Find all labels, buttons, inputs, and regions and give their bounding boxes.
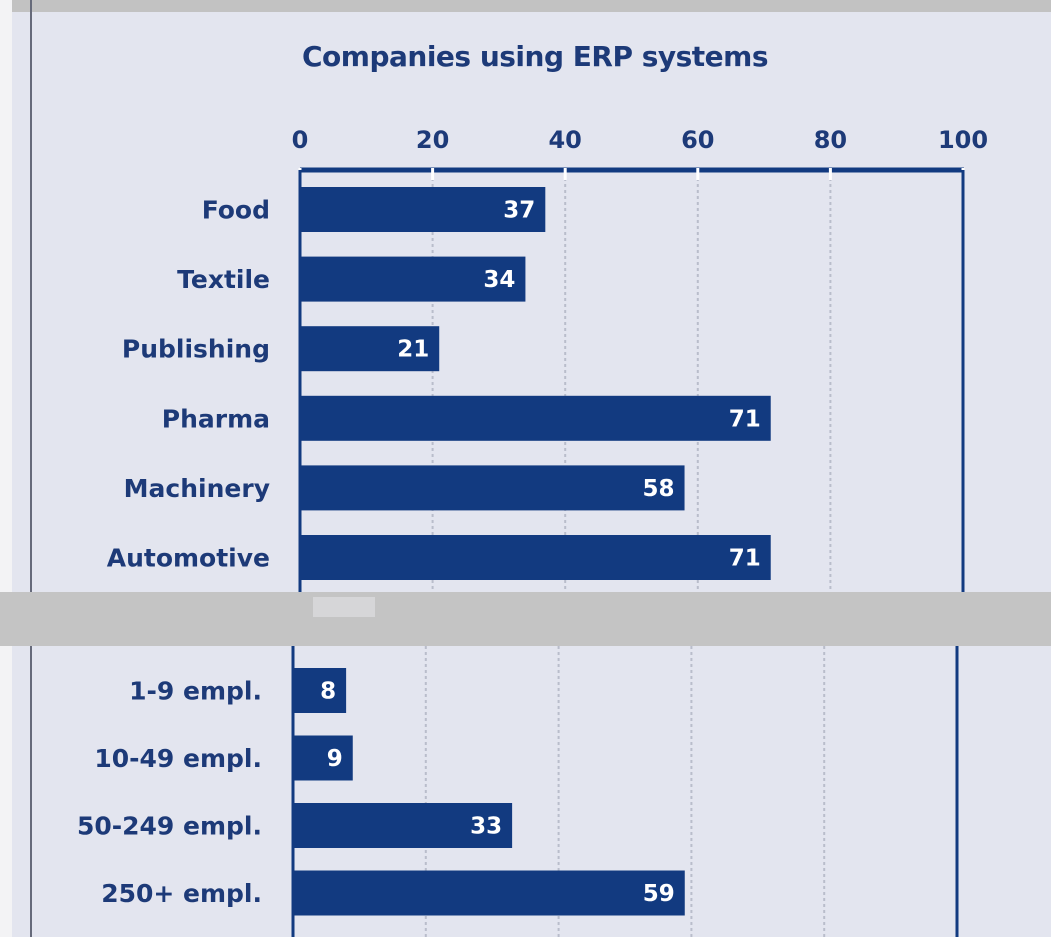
bar (293, 668, 347, 713)
category-label: 250+ empl. (101, 879, 262, 908)
left-border-line (30, 646, 32, 937)
category-label: 1-9 empl. (129, 677, 262, 706)
data-label: 71 (729, 546, 761, 572)
bar (293, 803, 513, 848)
image-separator (0, 592, 1051, 646)
background-sheet (0, 0, 12, 937)
bar (300, 535, 771, 580)
category-label: Textile (177, 265, 270, 294)
x-tick-label: 40 (548, 126, 581, 154)
bar (300, 256, 526, 302)
left-border-line (30, 0, 32, 592)
bar (300, 465, 685, 511)
data-label: 9 (327, 746, 343, 772)
category-label: 50-249 empl. (77, 812, 262, 841)
data-label: 33 (470, 814, 502, 840)
category-label: Machinery (124, 474, 270, 503)
category-label: Automotive (107, 544, 270, 573)
category-label: Food (202, 196, 270, 225)
x-tick-label: 100 (938, 126, 988, 154)
x-tick-label: 20 (416, 126, 449, 154)
data-label: 58 (643, 476, 675, 502)
bar (300, 326, 440, 372)
x-tick-label: 80 (814, 126, 847, 154)
data-label: 8 (320, 679, 336, 705)
bar (300, 187, 546, 232)
data-label: 59 (643, 881, 675, 907)
bar (293, 735, 353, 781)
chart-title: Companies using ERP systems (302, 40, 769, 73)
separator-tab (313, 597, 375, 617)
data-label: 21 (397, 337, 429, 363)
category-label: Pharma (162, 404, 270, 433)
category-label: Publishing (122, 335, 270, 364)
bar (300, 395, 771, 441)
bar (293, 870, 685, 916)
category-label: 10-49 empl. (94, 744, 262, 773)
data-label: 71 (729, 406, 761, 432)
x-tick-label: 0 (292, 126, 309, 154)
data-label: 34 (483, 267, 515, 293)
data-label: 37 (503, 198, 535, 224)
x-tick-label: 60 (681, 126, 714, 154)
